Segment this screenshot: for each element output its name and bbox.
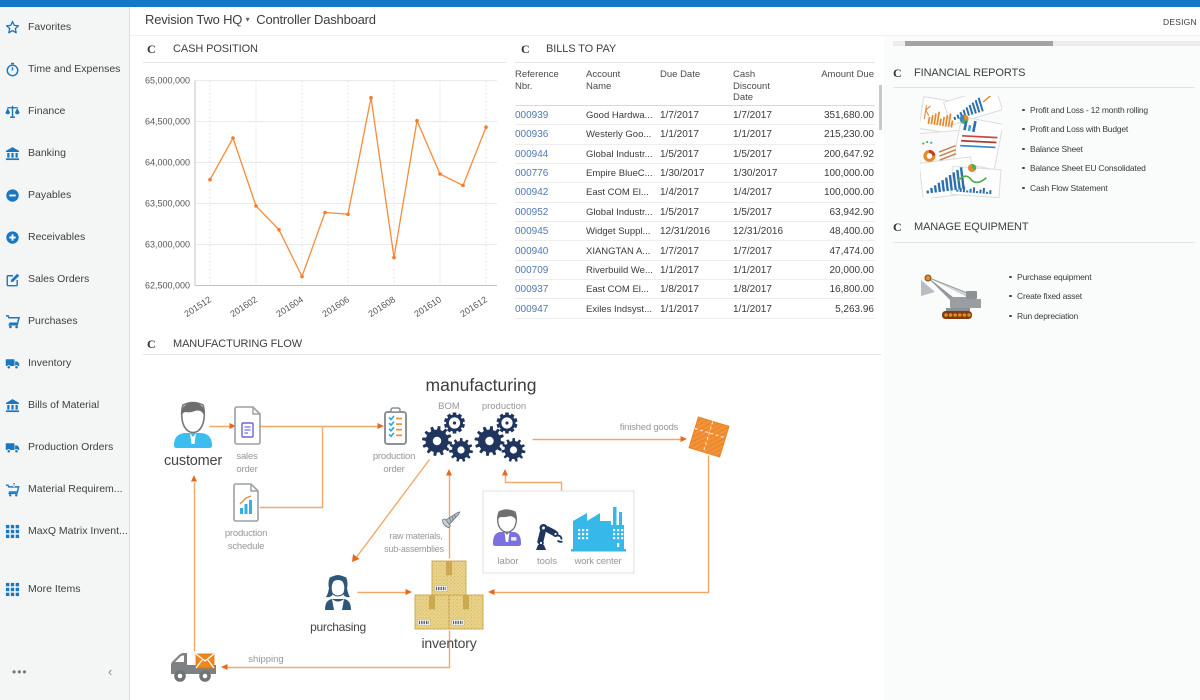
svg-text:order: order	[236, 464, 257, 475]
svg-text:201610: 201610	[412, 294, 443, 319]
svg-text:201512: 201512	[182, 294, 213, 319]
svg-text:labor: labor	[497, 556, 518, 567]
svg-text:production: production	[225, 528, 267, 539]
svg-text:order: order	[383, 464, 404, 475]
svg-text:sub-assemblies: sub-assemblies	[384, 544, 444, 554]
svg-text:shipping: shipping	[248, 654, 283, 665]
svg-text:201602: 201602	[228, 294, 259, 319]
svg-text:sales: sales	[236, 451, 258, 462]
svg-text:raw materials,: raw materials,	[389, 531, 442, 541]
svg-text:63,500,000: 63,500,000	[145, 199, 190, 209]
svg-text:63,000,000: 63,000,000	[145, 240, 190, 250]
svg-text:64,000,000: 64,000,000	[145, 158, 190, 168]
svg-text:tools: tools	[537, 556, 557, 567]
svg-text:65,000,000: 65,000,000	[145, 76, 190, 86]
svg-text:finished goods: finished goods	[620, 422, 679, 433]
svg-text:BOM: BOM	[438, 401, 460, 412]
svg-text:production: production	[482, 401, 526, 412]
svg-text:201608: 201608	[366, 294, 397, 319]
svg-text:64,500,000: 64,500,000	[145, 117, 190, 127]
svg-text:201606: 201606	[320, 294, 351, 319]
svg-text:production: production	[373, 451, 415, 462]
svg-text:purchasing: purchasing	[310, 620, 366, 634]
svg-text:201612: 201612	[458, 294, 489, 319]
svg-text:schedule: schedule	[228, 541, 264, 552]
svg-text:201604: 201604	[274, 294, 305, 319]
svg-text:work center: work center	[574, 556, 622, 567]
svg-text:customer: customer	[164, 453, 222, 469]
svg-text:inventory: inventory	[421, 635, 476, 651]
svg-text:manufacturing: manufacturing	[426, 375, 537, 395]
svg-text:62,500,000: 62,500,000	[145, 281, 190, 291]
